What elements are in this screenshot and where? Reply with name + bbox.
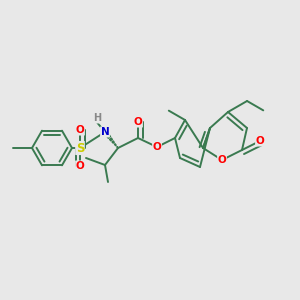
Polygon shape [105,132,109,136]
Polygon shape [110,138,112,141]
Text: O: O [153,142,161,152]
Text: H: H [93,113,101,123]
Text: O: O [218,155,226,165]
Polygon shape [117,147,118,148]
Text: O: O [76,125,84,135]
Text: O: O [134,117,142,127]
Text: S: S [76,142,84,154]
Polygon shape [112,141,114,143]
Text: O: O [256,136,264,146]
Polygon shape [107,135,110,138]
Text: O: O [76,161,84,171]
Polygon shape [114,144,116,146]
Text: N: N [100,127,109,137]
